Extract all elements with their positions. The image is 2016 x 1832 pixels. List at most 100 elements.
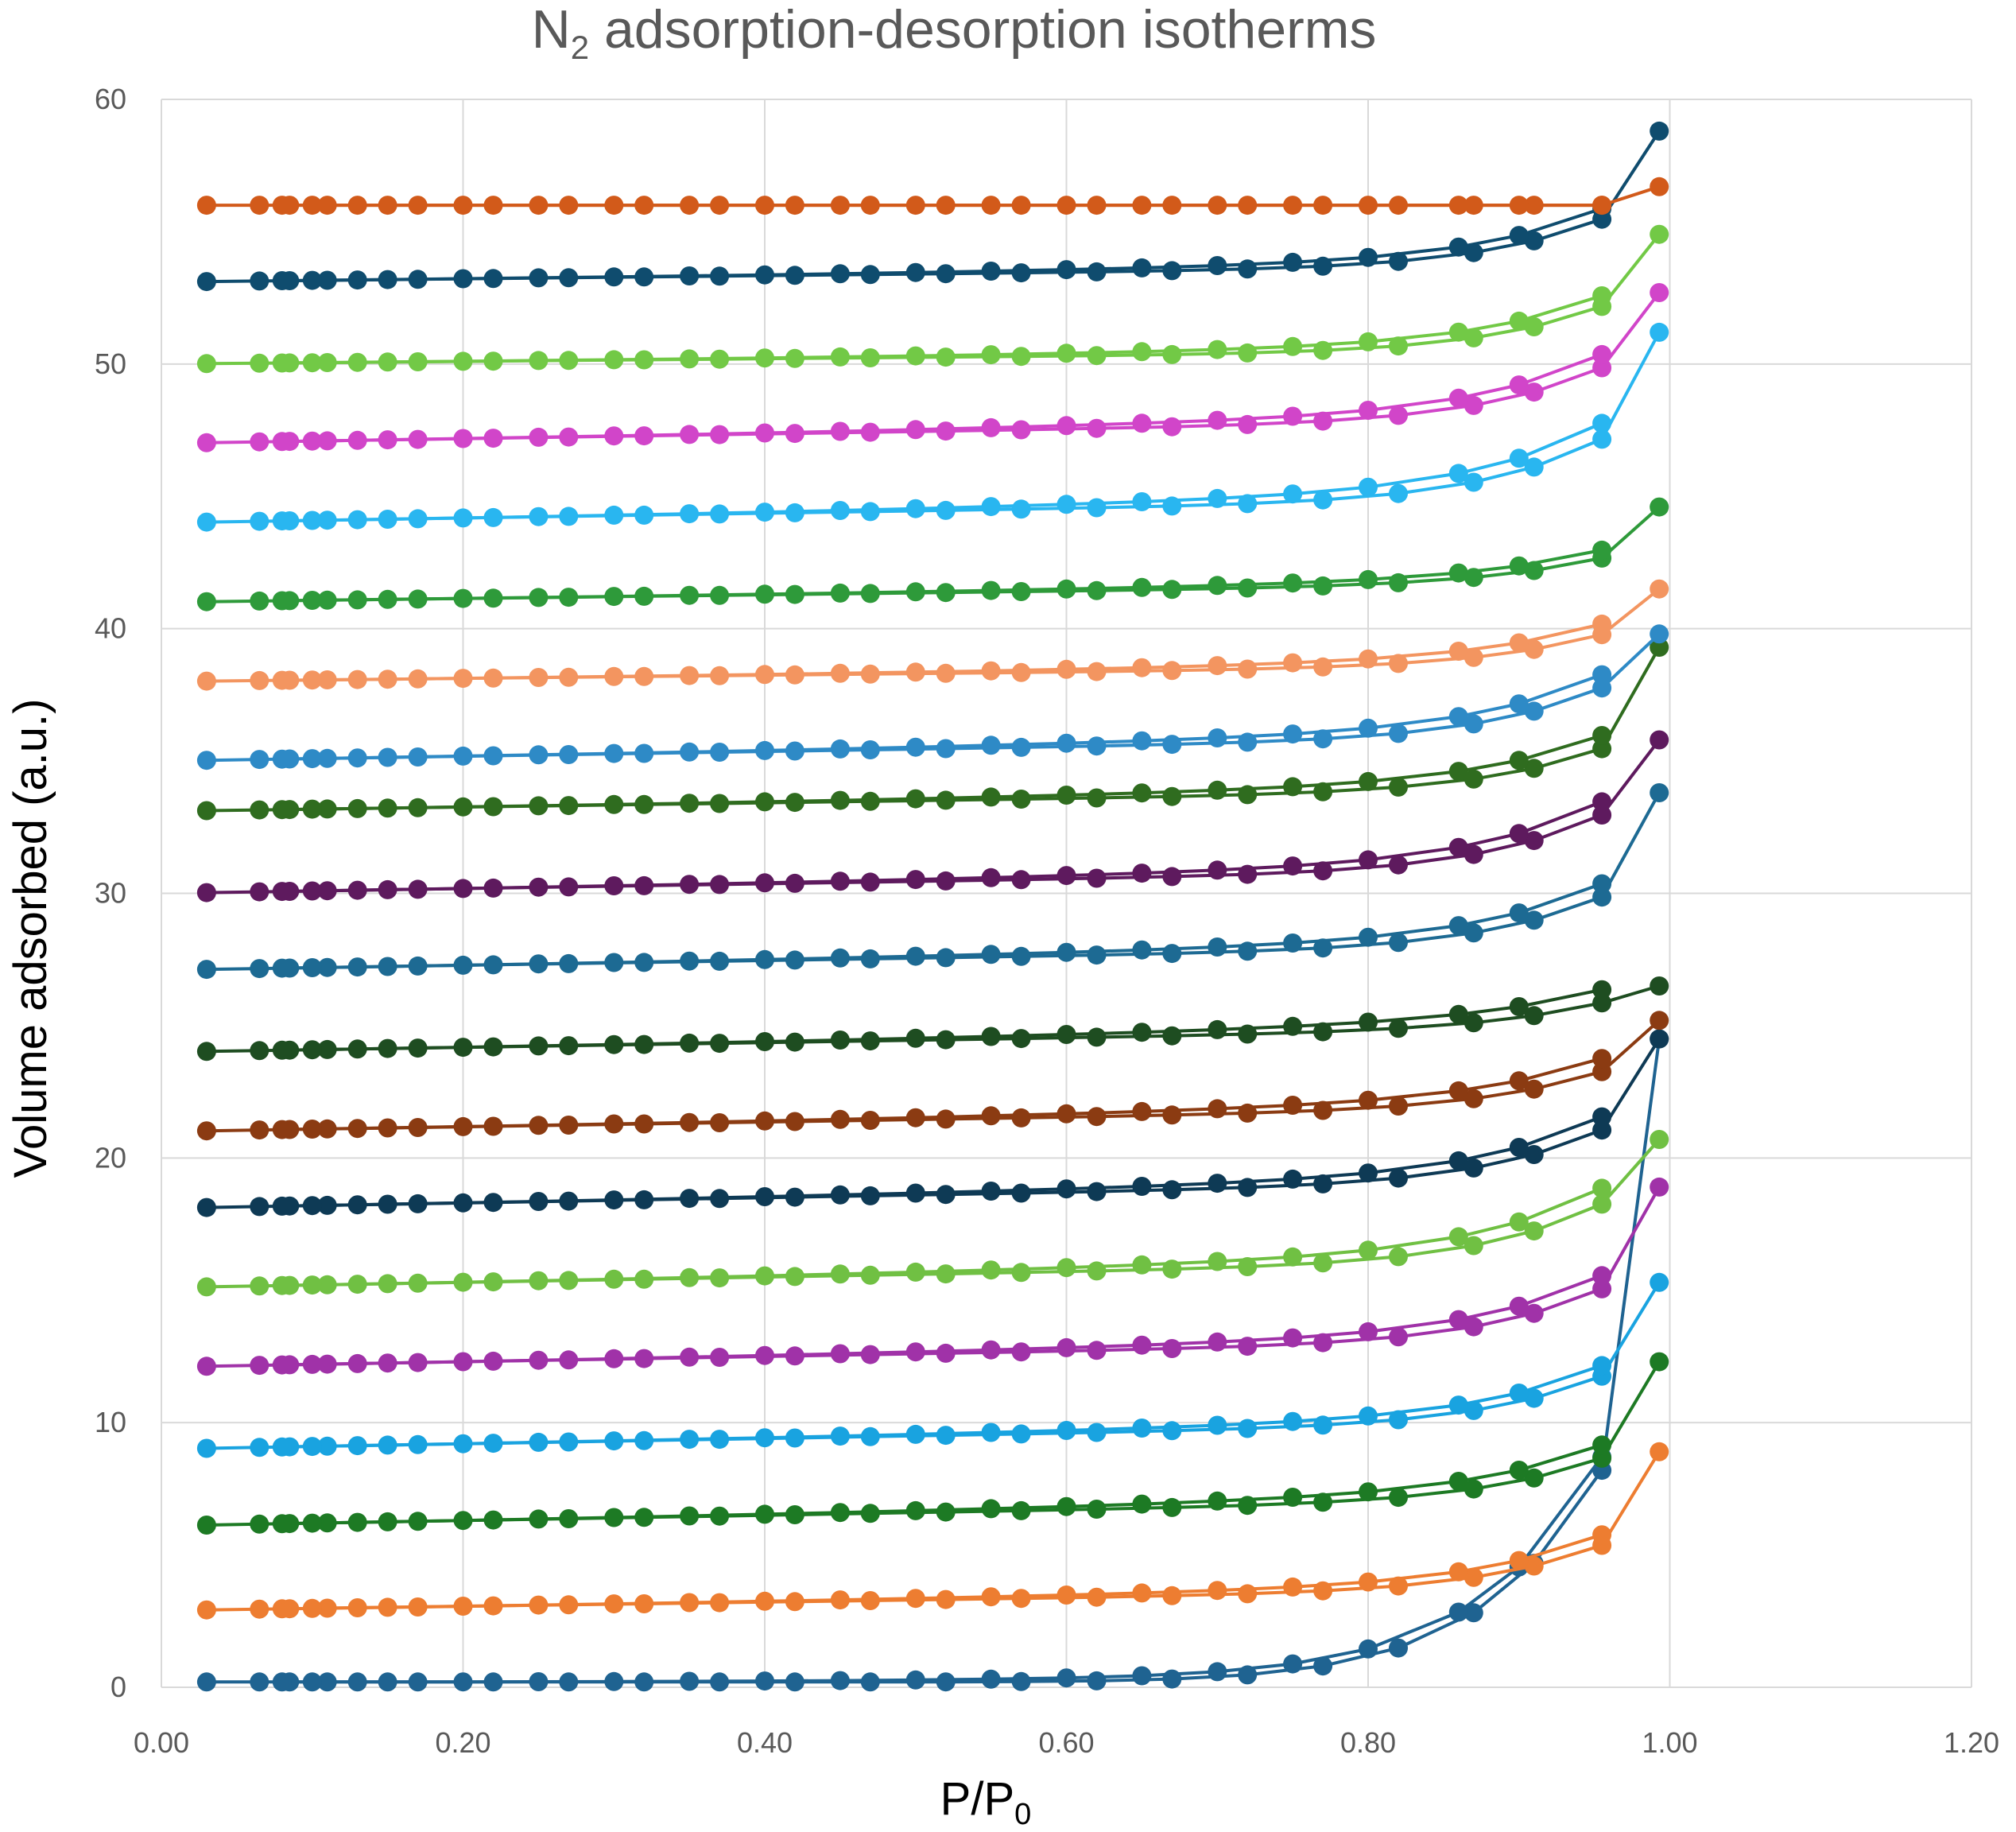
series-isotherm-15: [196, 497, 1669, 611]
data-point: [634, 1430, 654, 1450]
data-point: [378, 1353, 397, 1373]
data-point: [1056, 1668, 1076, 1688]
data-point: [830, 663, 850, 683]
data-point: [317, 1672, 337, 1692]
x-tick-label: 0.80: [1340, 1726, 1396, 1759]
data-point: [317, 957, 337, 977]
data-point: [1592, 1107, 1612, 1127]
data-point: [1448, 1151, 1468, 1170]
data-point: [196, 272, 216, 292]
data-point: [1359, 850, 1378, 870]
data-point: [830, 1671, 850, 1690]
data-point: [559, 1350, 579, 1370]
data-point: [196, 196, 216, 215]
data-point: [1056, 260, 1076, 280]
data-point: [378, 957, 397, 976]
data-point: [1162, 580, 1182, 600]
data-point: [1208, 1415, 1227, 1435]
data-point: [1389, 933, 1408, 953]
data-point: [1389, 1019, 1408, 1038]
data-point: [378, 196, 397, 215]
data-point: [755, 1591, 774, 1611]
data-point: [453, 1511, 473, 1531]
data-point: [860, 348, 880, 367]
data-point: [604, 1508, 624, 1527]
data-point: [196, 592, 216, 611]
data-point: [710, 1348, 730, 1367]
data-point: [529, 1595, 549, 1615]
data-point: [1056, 1496, 1076, 1516]
data-point: [1208, 937, 1227, 957]
data-point: [302, 1275, 322, 1295]
data-point: [408, 879, 428, 899]
data-point: [1283, 1169, 1303, 1189]
data-point: [272, 800, 292, 820]
data-point: [905, 1500, 925, 1520]
data-point: [1132, 1335, 1152, 1355]
data-point: [785, 584, 804, 604]
data-point: [272, 1514, 292, 1534]
data-point: [1011, 737, 1031, 757]
data-point: [1592, 540, 1612, 560]
data-point: [1162, 944, 1182, 964]
data-point: [634, 1349, 654, 1368]
data-point: [936, 871, 956, 891]
data-point: [905, 499, 925, 518]
data-point: [1283, 653, 1303, 673]
data-point: [196, 1121, 216, 1141]
data-point: [1592, 980, 1612, 999]
data-point: [905, 870, 925, 890]
data-point: [1011, 790, 1031, 809]
data-point: [559, 1116, 579, 1135]
data-point: [250, 750, 269, 770]
data-point: [529, 427, 549, 447]
data-point: [302, 1040, 322, 1060]
data-point: [785, 1505, 804, 1524]
data-point: [604, 1114, 624, 1134]
data-point: [981, 417, 1001, 437]
data-point: [1448, 707, 1468, 727]
data-point: [1313, 256, 1333, 276]
series-isotherm-6: [196, 1130, 1669, 1297]
data-point: [634, 794, 654, 814]
data-point: [302, 1598, 322, 1618]
data-point: [1238, 1257, 1258, 1276]
series-isotherm-18: [196, 224, 1669, 374]
data-point: [680, 951, 700, 971]
data-point: [1509, 311, 1529, 331]
data-point: [1087, 662, 1107, 681]
data-point: [1448, 322, 1468, 342]
data-point: [1650, 1352, 1669, 1372]
data-point: [1087, 1261, 1107, 1281]
x-axis-ticks: 0.00 0.20 0.40 0.60 0.80 1.00 1.20: [134, 1726, 1999, 1759]
data-point: [1087, 945, 1107, 965]
data-point: [250, 432, 269, 452]
data-point: [378, 510, 397, 529]
data-point: [1132, 1255, 1152, 1275]
data-point: [1359, 1572, 1378, 1592]
data-point: [272, 511, 292, 531]
data-point: [1238, 864, 1258, 884]
data-point: [1650, 283, 1669, 302]
data-point: [302, 1672, 322, 1692]
data-point: [1524, 1221, 1544, 1241]
data-point: [1650, 1130, 1669, 1149]
data-point: [1056, 1421, 1076, 1440]
data-point: [981, 1027, 1001, 1046]
data-point: [1011, 1263, 1031, 1283]
data-point: [604, 1269, 624, 1289]
data-point: [680, 794, 700, 813]
data-point: [1162, 1586, 1182, 1605]
series-isotherm-12: [196, 638, 1669, 821]
data-point: [1056, 786, 1076, 805]
x-tick-label: 0.60: [1038, 1726, 1094, 1759]
y-tick-label: 20: [95, 1141, 126, 1174]
data-point: [981, 1340, 1001, 1360]
data-point: [634, 267, 654, 287]
data-point: [529, 1192, 549, 1211]
data-point: [1389, 1488, 1408, 1508]
data-point: [981, 1669, 1001, 1689]
data-point: [755, 1345, 774, 1365]
data-point: [196, 1277, 216, 1297]
data-point: [1283, 1328, 1303, 1348]
